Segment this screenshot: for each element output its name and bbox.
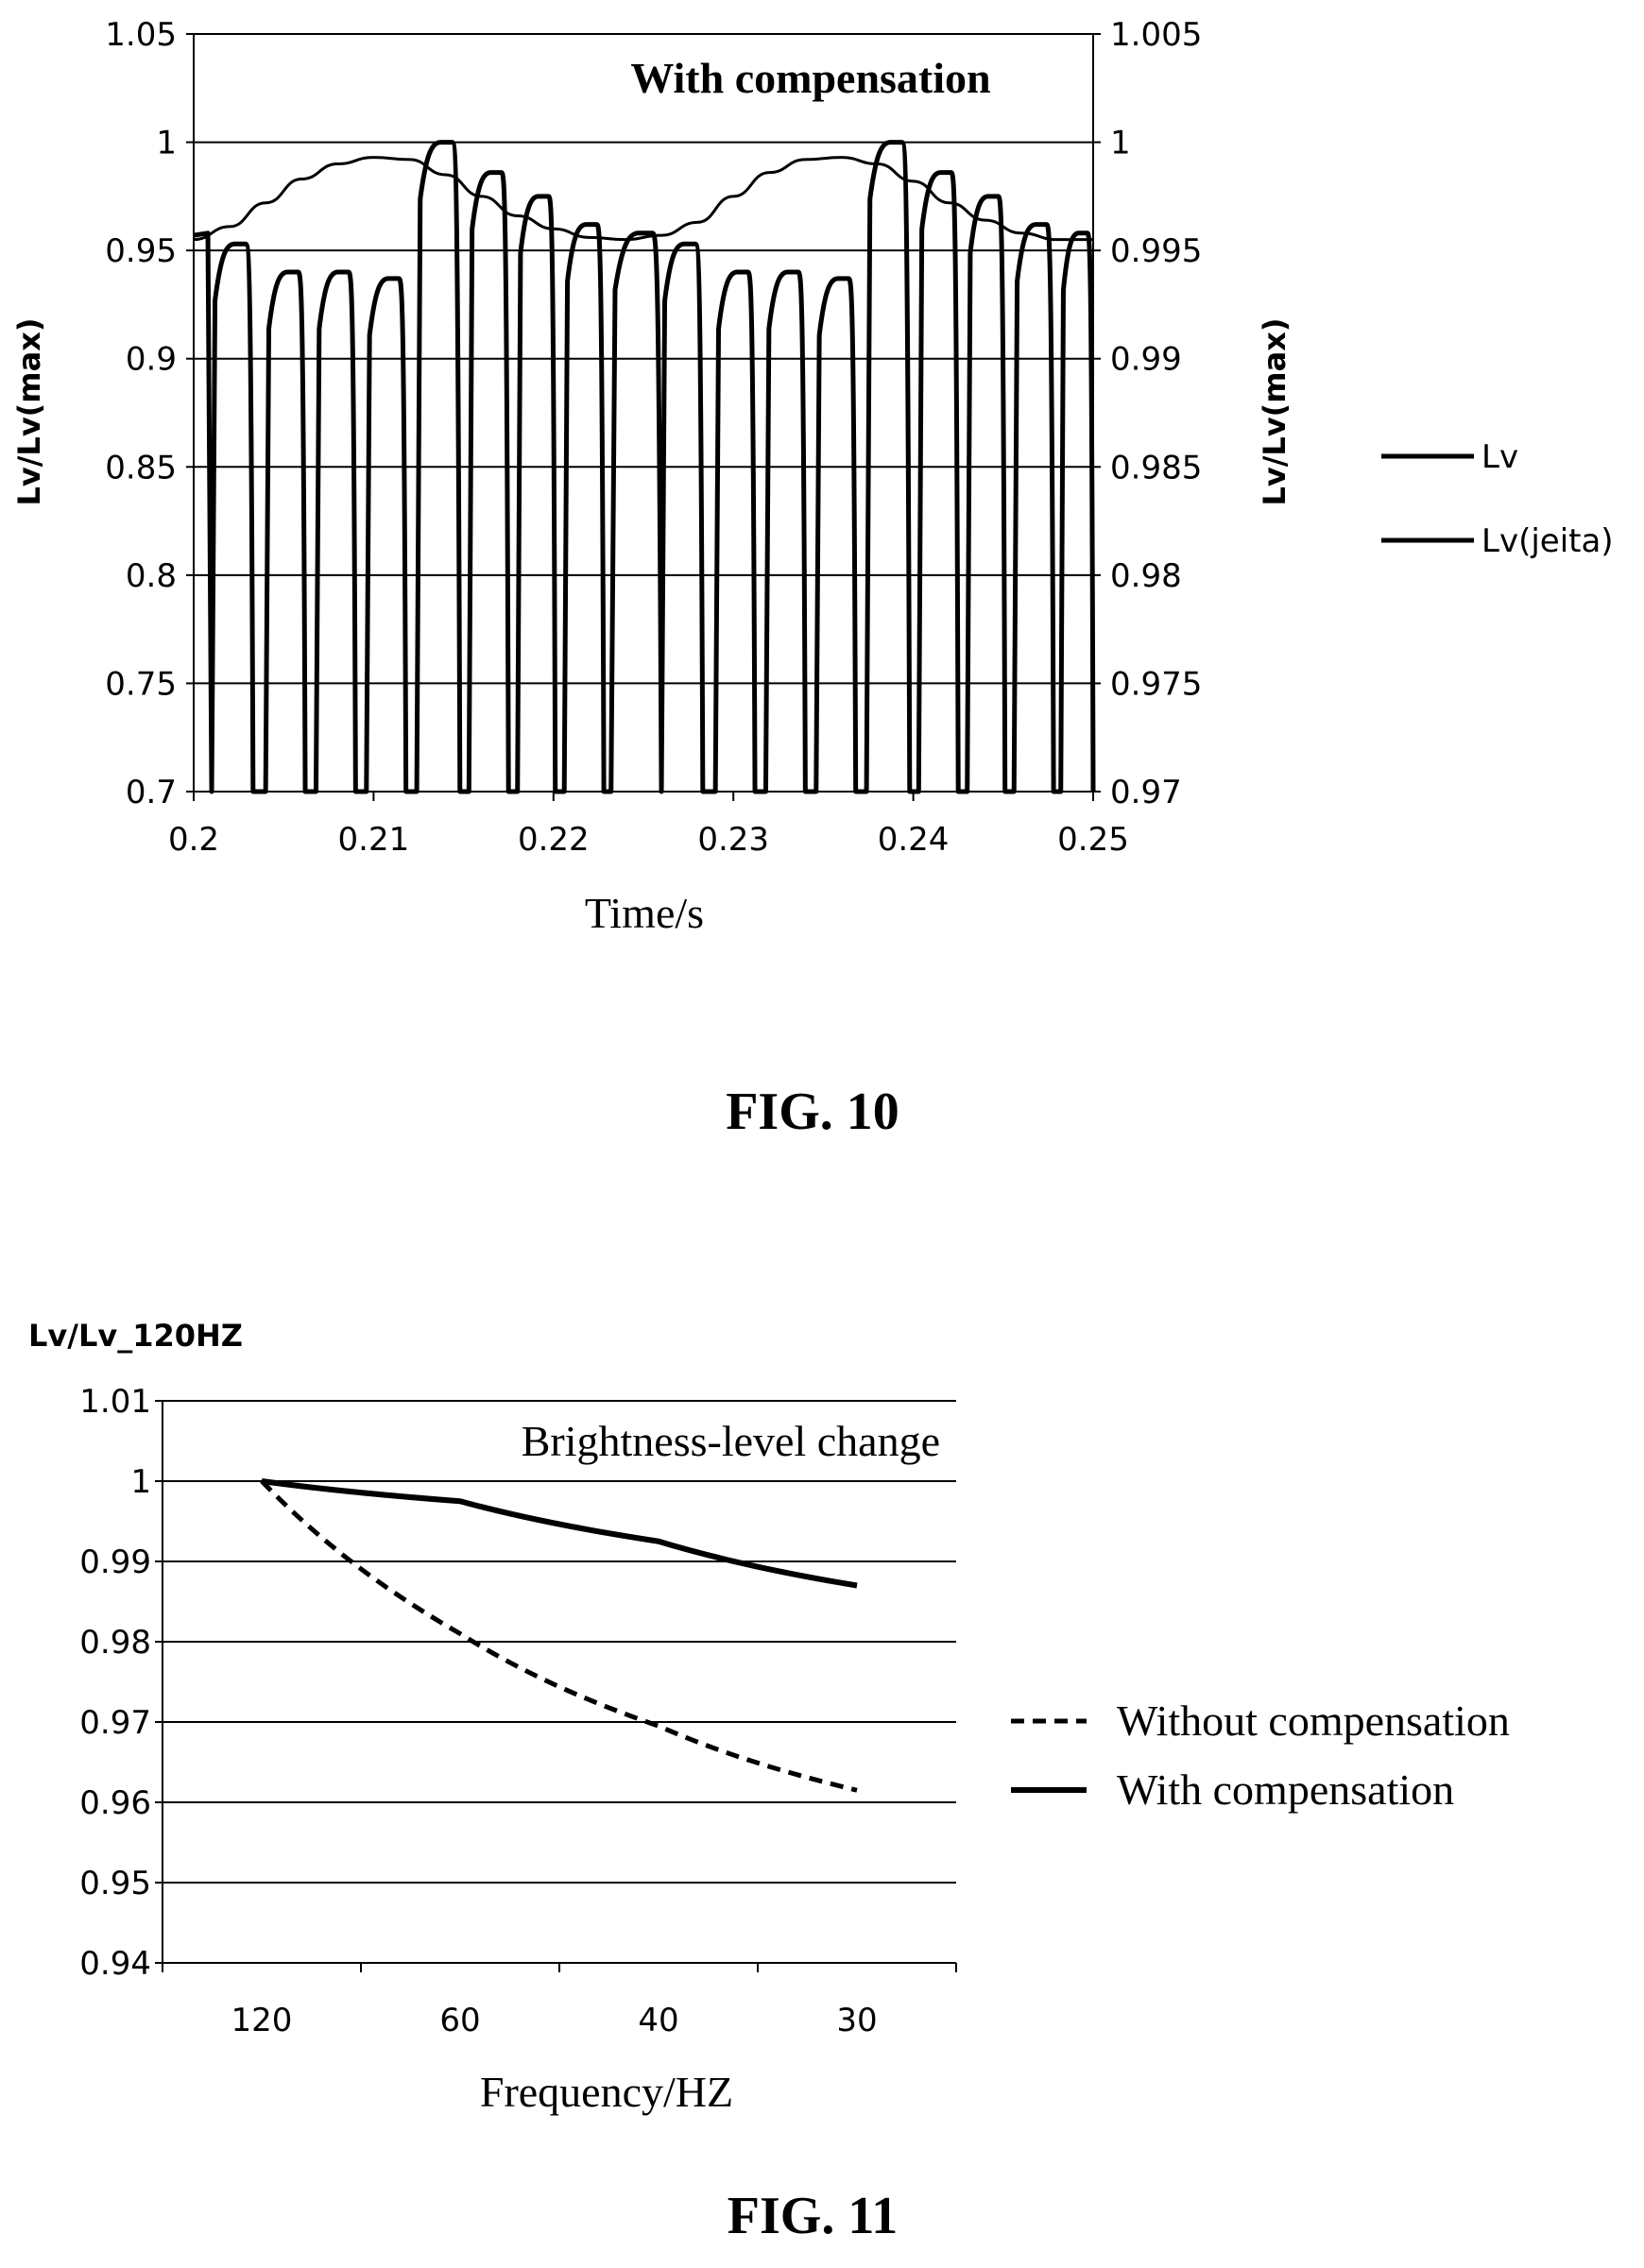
- fig11-y-tick-label: 0.95: [79, 1865, 151, 1902]
- fig10-chart: 0.7 0.75 0.8 0.85 0.9 0.95 1 1.05 0.97 0.975 0.98…: [11, 16, 1614, 1141]
- fig10-legend: Lv Lv(jeita): [1381, 438, 1614, 560]
- fig11-legend-label-without: Without compensation: [1117, 1697, 1510, 1745]
- fig10-right-tick-label: 0.995: [1110, 232, 1202, 270]
- fig10-right-tick-label: 0.97: [1110, 774, 1182, 811]
- fig10-x-tick-label: 0.23: [697, 821, 769, 859]
- fig10-x-ticks: 0.2 0.21 0.22 0.23 0.24 0.25: [168, 792, 1129, 859]
- fig11-y-axis-label: Lv/Lv_120HZ: [28, 1318, 243, 1354]
- fig10-series-lv: [193, 140, 1096, 794]
- fig10-left-tick-label: 0.7: [126, 774, 177, 811]
- fig10-left-y-axis-label: Lv/Lv(max): [11, 317, 47, 505]
- fig10-left-tick-label: 0.85: [105, 449, 177, 486]
- fig10-right-tick-label: 1: [1110, 125, 1131, 162]
- fig10-series-lv-jeita: [193, 156, 1093, 242]
- fig10-left-tick-label: 1.05: [105, 16, 177, 54]
- fig11-x-tick-label: 30: [836, 2002, 877, 2039]
- fig11-annotation: Brightness-level change: [522, 1417, 940, 1465]
- fig11-series-with-compensation: [261, 1478, 858, 1589]
- fig10-annotation: With compensation: [630, 54, 990, 102]
- fig11-y-tick-label: 0.97: [79, 1704, 151, 1742]
- fig11-y-tick-label: 1: [130, 1463, 151, 1501]
- fig11-y-ticks: 0.94 0.95 0.96 0.97 0.98 0.99 1 1.01: [79, 1383, 163, 1983]
- fig10-x-axis-label: Time/s: [585, 889, 704, 937]
- fig10-right-y-axis-label: Lv/Lv(max): [1257, 317, 1293, 505]
- fig10-legend-label-lv: Lv: [1481, 438, 1518, 476]
- fig10-right-tick-label: 1.005: [1110, 16, 1202, 54]
- fig10-x-tick-label: 0.2: [168, 821, 219, 859]
- fig10-right-tick-label: 0.99: [1110, 341, 1182, 379]
- fig11-legend: Without compensation With compensation: [1011, 1697, 1510, 1814]
- fig10-left-tick-label: 0.95: [105, 232, 177, 270]
- fig11-gridlines: [163, 1400, 956, 1884]
- fig11-y-tick-label: 0.99: [79, 1543, 151, 1581]
- fig10-gridlines: [194, 33, 1093, 793]
- fig11-legend-label-with: With compensation: [1117, 1765, 1454, 1814]
- fig10-left-tick-label: 0.75: [105, 665, 177, 703]
- fig10-right-tick-label: 0.98: [1110, 557, 1182, 595]
- fig10-x-tick-label: 0.25: [1057, 821, 1129, 859]
- fig10-right-tick-label: 0.985: [1110, 449, 1202, 486]
- fig10-left-tick-label: 0.9: [126, 341, 177, 379]
- fig11-x-tick-label: 120: [231, 2002, 293, 2039]
- fig10-x-tick-label: 0.24: [878, 821, 950, 859]
- fig10-x-tick-label: 0.22: [518, 821, 590, 859]
- fig11-y-tick-label: 0.98: [79, 1624, 151, 1662]
- fig11-x-tick-label: 60: [439, 2002, 480, 2039]
- fig10-left-tick-label: 1: [156, 125, 177, 162]
- fig10-figure-label: FIG. 10: [726, 1083, 899, 1141]
- fig11-y-tick-label: 1.01: [79, 1383, 151, 1421]
- fig11-y-tick-label: 0.94: [79, 1945, 151, 1983]
- fig11-x-tick-label: 40: [638, 2002, 678, 2039]
- fig11-chart: Lv/Lv_120HZ 0.94 0.95 0.96 0.97 0.98 0.99 1 1.0…: [28, 1318, 1510, 2245]
- fig10-left-y-ticks: 0.7 0.75 0.8 0.85 0.9 0.95 1 1.05: [105, 16, 194, 811]
- fig10-right-tick-label: 0.975: [1110, 665, 1202, 703]
- fig11-x-axis-label: Frequency/HZ: [480, 2068, 733, 2116]
- fig10-x-tick-label: 0.21: [338, 821, 410, 859]
- fig11-x-ticks: 120 60 40 30: [162, 1963, 957, 2039]
- fig10-left-tick-label: 0.8: [126, 557, 177, 595]
- fig10-legend-label-lv-jeita: Lv(jeita): [1481, 522, 1614, 560]
- fig11-series-without-compensation: [260, 1479, 858, 1793]
- fig10-annotation-bg: [576, 47, 1030, 113]
- fig11-figure-label: FIG. 11: [728, 2187, 898, 2245]
- fig10-right-y-ticks: 0.97 0.975 0.98 0.985 0.99 0.995 1 1.005: [1093, 16, 1202, 811]
- fig11-y-tick-label: 0.96: [79, 1784, 151, 1822]
